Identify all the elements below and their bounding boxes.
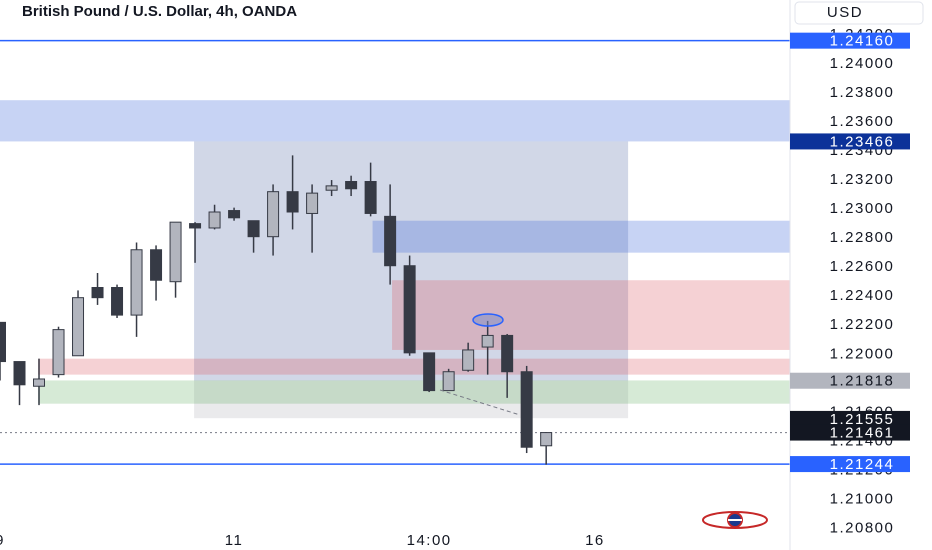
y-tick-label: 1.24000 [830,55,895,72]
x-tick-label: 14:00 [407,532,452,549]
candle-body [267,191,280,238]
candle-body [208,211,221,229]
currency-box[interactable] [794,1,924,25]
candle-body [462,349,475,371]
candle-body [520,371,533,448]
candle-body [52,329,65,376]
candle-body [33,378,46,387]
y-tick-label: 1.21000 [830,490,895,507]
x-tick-label: 16 [585,532,605,549]
price-tag [790,424,910,441]
y-tick-label: 1.23800 [830,84,895,101]
price-tag-label: 1.23466 [830,133,895,150]
zone [194,380,629,419]
candle-body [91,287,104,299]
zone [372,220,790,253]
candle-body [169,221,182,283]
candle-body [325,185,338,191]
candle-body [150,249,163,281]
currency: USD [827,4,863,21]
zone [392,280,790,350]
candle-body [403,265,416,354]
y-tick-label: 1.22800 [830,229,895,246]
marks [0,155,553,465]
candle-body [72,297,85,357]
candle-body [384,215,397,267]
candle-body [13,361,26,386]
candle-body [423,352,436,392]
y-tick-label: 1.23200 [830,171,895,188]
candle-body [364,181,377,214]
x-tick-label: 11 [225,532,244,549]
candle-body [540,432,553,447]
y-tick-label: 1.20800 [830,520,895,537]
price-tag [790,133,910,150]
x-tick-label: 9 [0,532,5,549]
candle-body [481,334,494,348]
y-tick-label: 1.22600 [830,258,895,275]
y-tick-label: 1.22000 [830,345,895,362]
y-tick-label: 1.22200 [830,316,895,333]
candle-body [0,321,6,363]
price-tag-label: 1.21555 [830,411,895,428]
candle-body [189,223,202,229]
price-tag-label: 1.24160 [830,33,895,50]
candle-body [130,249,143,316]
zone [38,358,790,375]
price-tag-label: 1.21818 [830,373,895,390]
price-tag [790,372,910,389]
candle-body [247,220,260,238]
y-tick-label: 1.23000 [830,200,895,217]
price-tag [790,410,910,427]
candle-body [442,371,455,392]
candle-body [111,287,124,316]
zones [0,39,790,465]
flag-icon [702,511,768,529]
candle-body [228,210,241,219]
candle-body [306,192,319,214]
y-tick-label: 1.22400 [830,287,895,304]
candle-body [345,181,358,190]
candle-body [501,334,514,373]
zone [38,380,790,404]
price-tag-label: 1.21461 [830,425,895,442]
price-tag [790,456,910,473]
price-tag [790,32,910,49]
y-tick-label: 1.23600 [830,113,895,130]
ellipse-drawing [472,313,504,327]
zone [0,100,790,142]
price-tag-label: 1.21244 [830,456,895,473]
candle-body [286,191,299,213]
chart-title: British Pound / U.S. Dollar, 4h, OANDA [22,3,297,20]
